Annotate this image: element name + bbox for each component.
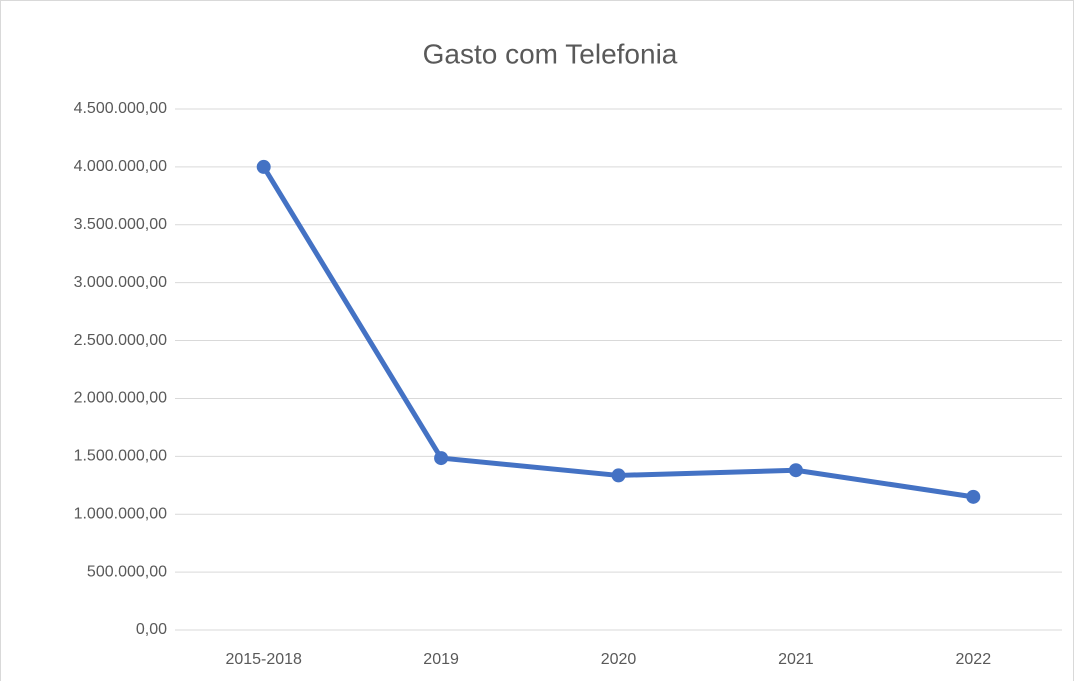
y-tick-label: 4.000.000,00 — [74, 158, 168, 175]
chart-title: Gasto com Telefonia — [423, 38, 678, 69]
point — [788, 463, 803, 478]
x-tick-label: 2015-2018 — [225, 651, 302, 668]
y-tick-label: 2.000.000,00 — [74, 390, 168, 407]
x-tick-label: 2022 — [956, 651, 992, 668]
y-tick-label: 1.000.000,00 — [74, 505, 168, 522]
y-tick-label: 4.500.000,00 — [74, 100, 168, 117]
y-tick-label: 3.500.000,00 — [74, 216, 168, 233]
y-tick-label: 0,00 — [136, 621, 167, 638]
x-tick-label: 2020 — [601, 651, 637, 668]
point — [434, 451, 449, 466]
y-tick-label: 500.000,00 — [87, 563, 167, 580]
point — [256, 159, 271, 174]
y-tick-label: 2.500.000,00 — [74, 332, 168, 349]
point — [611, 468, 626, 483]
x-tick-label: 2019 — [423, 651, 459, 668]
y-tick-label: 1.500.000,00 — [74, 448, 168, 465]
x-tick-label: 2021 — [778, 651, 814, 668]
y-tick-label: 3.000.000,00 — [74, 274, 168, 291]
point — [966, 489, 981, 504]
